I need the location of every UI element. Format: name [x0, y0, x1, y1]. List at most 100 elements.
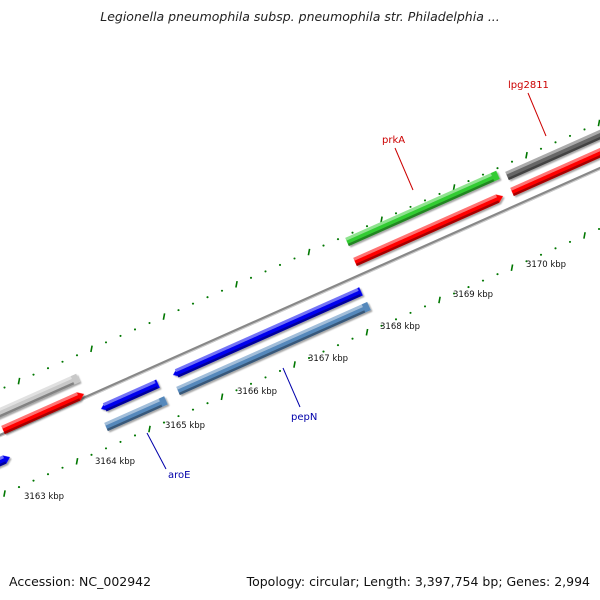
kbp-label: 3167 kbp: [308, 354, 348, 364]
outer-minor-tick: [351, 231, 354, 234]
kbp-label: 3170 kbp: [526, 260, 566, 270]
inner-minor-tick: [525, 260, 528, 263]
outer-minor-tick: [75, 354, 79, 357]
inner-minor-tick: [336, 344, 340, 347]
outer-major-tick: [17, 377, 21, 385]
outer-minor-tick: [148, 321, 151, 325]
inner-minor-tick: [481, 279, 485, 282]
inner-tick-ring: [3, 227, 600, 497]
outer-minor-tick: [133, 328, 137, 331]
inner-minor-tick: [322, 350, 325, 353]
outer-minor-tick: [554, 141, 557, 144]
kbp-label: 3169 kbp: [453, 290, 493, 300]
gene-lpg2811-grey: [505, 126, 600, 181]
inner-minor-tick: [249, 382, 253, 385]
label-leader-aroE: [146, 432, 167, 470]
inner-major-tick: [510, 264, 514, 272]
kbp-label: 3164 kbp: [95, 457, 135, 467]
inner-minor-tick: [46, 473, 50, 476]
outer-minor-tick: [191, 302, 195, 305]
outer-major-tick: [235, 280, 238, 288]
outer-major-tick: [307, 248, 311, 256]
topology-label: Topology:: [246, 574, 306, 589]
topology-value: circular: [309, 574, 356, 589]
outer-major-tick: [90, 345, 93, 353]
outer-minor-tick: [177, 309, 180, 312]
kbp-label: 3165 kbp: [165, 421, 205, 431]
inner-minor-tick: [452, 292, 456, 295]
outer-minor-tick: [438, 192, 441, 196]
inner-minor-tick: [17, 486, 21, 489]
gene-reverse: [101, 379, 160, 412]
label-leader-pepN: [282, 367, 301, 408]
gene-label-lpg2811: lpg2811: [508, 80, 549, 91]
inner-minor-tick: [206, 402, 209, 405]
outer-minor-tick: [46, 367, 50, 370]
outer-minor-tick: [394, 212, 398, 215]
accession-label: Accession:: [9, 574, 76, 589]
inner-minor-tick: [568, 240, 572, 243]
outer-minor-tick: [278, 263, 282, 267]
inner-major-tick: [583, 232, 586, 239]
gene-label-pepN: pepN: [291, 412, 317, 423]
inner-major-tick: [365, 328, 369, 336]
gene-forward: [353, 194, 503, 267]
outer-minor-tick: [3, 386, 6, 389]
gene-reverse: [173, 287, 363, 378]
inner-minor-tick: [496, 273, 499, 276]
inner-minor-tick: [554, 247, 557, 250]
gene-pepN: [176, 301, 371, 396]
inner-minor-tick: [61, 466, 64, 469]
inner-major-tick: [148, 425, 151, 433]
inner-minor-tick: [307, 356, 311, 360]
outer-minor-tick: [496, 167, 499, 170]
inner-major-tick: [75, 457, 79, 465]
inner-minor-tick: [351, 337, 354, 340]
inner-minor-tick: [104, 447, 108, 450]
outer-minor-tick: [119, 334, 122, 337]
inner-minor-tick: [423, 305, 427, 308]
outer-minor-tick: [220, 289, 224, 292]
inner-minor-tick: [235, 389, 238, 392]
outer-minor-tick: [32, 373, 35, 376]
inner-minor-tick: [119, 440, 122, 443]
outer-minor-tick: [249, 276, 253, 279]
genome-backbone: [0, 166, 600, 438]
inner-minor-tick: [191, 408, 195, 411]
inner-major-tick: [220, 393, 224, 401]
gene-lpg2811: [510, 146, 600, 197]
gene-aroE-region: [104, 396, 168, 432]
outer-major-tick: [162, 313, 166, 320]
gene-forward: [1, 392, 84, 435]
inner-minor-tick: [90, 453, 93, 456]
outer-minor-tick: [322, 244, 325, 247]
genome-summary: Topology: circular; Length: 3,397,754 bp…: [246, 574, 590, 589]
outer-minor-tick: [293, 257, 296, 260]
outer-major-tick: [525, 151, 528, 159]
map-title: Legionella pneumophila subsp. pneumophil…: [100, 9, 500, 24]
inner-major-tick: [3, 490, 6, 497]
accession-value: NC_002942: [79, 574, 152, 589]
outer-minor-tick: [206, 296, 209, 299]
label-leader-prkA: [394, 147, 414, 191]
outer-minor-tick: [104, 341, 108, 344]
outer-minor-tick: [365, 225, 369, 228]
kbp-scale-labels: 3163 kbp 3164 kbp 3165 kbp 3166 kbp 3167 kbp…: [24, 260, 566, 502]
outer-minor-tick: [481, 173, 485, 176]
length-label: Length:: [363, 574, 411, 589]
inner-minor-tick: [467, 286, 470, 289]
inner-minor-tick: [409, 311, 412, 314]
inner-minor-tick: [264, 376, 267, 379]
gene-label-aroE: aroE: [168, 470, 190, 481]
inner-minor-tick: [539, 253, 543, 256]
inner-minor-tick: [380, 324, 383, 327]
outer-minor-tick: [583, 128, 586, 131]
kbp-label: 3166 kbp: [237, 387, 277, 397]
inner-minor-tick: [278, 369, 282, 373]
outer-minor-tick: [539, 147, 543, 150]
label-leader-lpg2811: [527, 92, 547, 137]
outer-minor-tick: [510, 160, 514, 163]
gene-labels: aroE pepN prkA lpg2811: [146, 80, 549, 481]
kbp-label: 3163 kbp: [24, 492, 64, 502]
